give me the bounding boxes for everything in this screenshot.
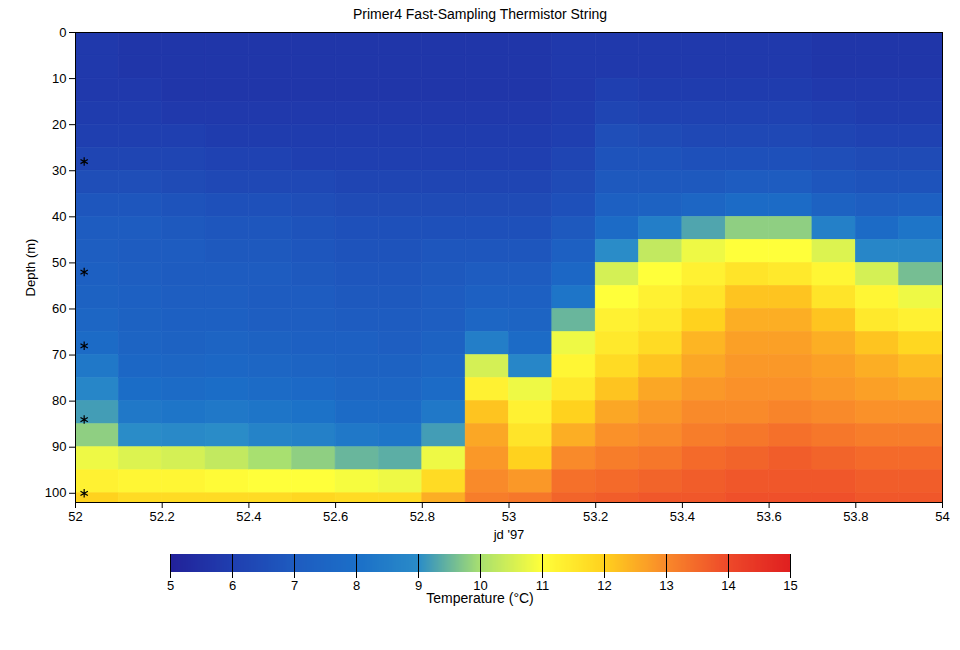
svg-text:60: 60 — [52, 301, 66, 316]
svg-text:jd '97: jd '97 — [493, 527, 525, 542]
svg-text:50: 50 — [52, 255, 66, 270]
svg-text:12: 12 — [597, 578, 611, 593]
svg-text:9: 9 — [415, 578, 422, 593]
svg-text:11: 11 — [536, 578, 550, 593]
svg-text:53.2: 53.2 — [583, 509, 608, 524]
html-text:Primer4 Fast-Sampling Thermist: Primer4 Fast-Sampling Thermistor String — [352, 6, 608, 22]
svg-text:53: 53 — [502, 509, 516, 524]
svg-text:40: 40 — [52, 209, 66, 224]
svg-text:53.6: 53.6 — [756, 509, 781, 524]
svg-text:10: 10 — [473, 578, 488, 594]
svg-text:14: 14 — [721, 578, 735, 593]
svg-text:53.4: 53.4 — [670, 509, 695, 524]
svg-text:52.8: 52.8 — [410, 509, 435, 524]
svg-text:15: 15 — [783, 578, 797, 593]
svg-text:13: 13 — [659, 578, 673, 593]
svg-text:Depth (m): Depth (m) — [23, 239, 38, 297]
svg-text:52.2: 52.2 — [150, 509, 175, 524]
svg-text:52: 52 — [68, 509, 82, 524]
html-text:Temperature (°C): Temperature (°C) — [426, 590, 534, 606]
svg-text:52.6: 52.6 — [323, 509, 348, 524]
svg-text:54: 54 — [935, 509, 949, 524]
svg-text:30: 30 — [52, 163, 66, 178]
svg-text:5: 5 — [167, 578, 174, 593]
svg-text:20: 20 — [52, 117, 66, 132]
svg-text:10: 10 — [52, 71, 66, 86]
svg-text:52.4: 52.4 — [236, 509, 261, 524]
svg-text:80: 80 — [52, 393, 66, 408]
svg-text:70: 70 — [52, 347, 66, 362]
svg-text:0: 0 — [59, 25, 66, 40]
svg-text:100: 100 — [45, 485, 67, 500]
svg-text:8: 8 — [353, 578, 360, 593]
svg-text:7: 7 — [291, 578, 298, 593]
svg-text:53.8: 53.8 — [843, 509, 868, 524]
svg-text:6: 6 — [229, 578, 236, 593]
svg-text:90: 90 — [52, 439, 66, 454]
